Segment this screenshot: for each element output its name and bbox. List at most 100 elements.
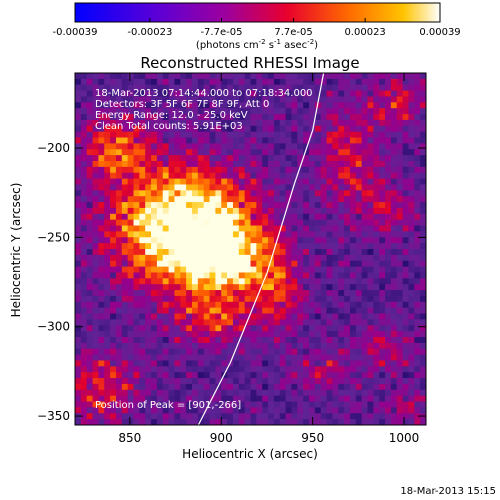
heatmap-cell xyxy=(396,372,404,379)
heatmap-cell xyxy=(373,319,380,326)
heatmap-cell xyxy=(344,266,351,274)
heatmap-cell xyxy=(115,354,123,362)
heatmap-cell xyxy=(232,143,240,150)
heatmap-cell xyxy=(133,202,140,209)
heatmap-cell xyxy=(344,237,351,244)
heatmap-cell xyxy=(104,383,111,391)
heatmap-cell xyxy=(256,307,263,315)
heatmap-cell xyxy=(297,354,304,362)
heatmap-cell xyxy=(268,90,275,98)
heatmap-cell xyxy=(373,78,380,86)
heatmap-cell xyxy=(303,301,310,309)
heatmap-cell xyxy=(291,108,298,115)
heatmap-cell xyxy=(215,290,222,297)
heatmap-cell xyxy=(98,96,105,103)
heatmap-cell xyxy=(262,419,269,425)
heatmap-cell xyxy=(110,337,117,344)
heatmap-cell xyxy=(145,166,152,174)
solar-limb-line xyxy=(197,73,325,425)
heatmap-cell xyxy=(115,266,123,274)
heatmap-cell xyxy=(379,143,386,150)
heatmap-cell xyxy=(162,301,170,309)
heatmap-cell xyxy=(145,243,152,250)
heatmap-cell xyxy=(250,202,257,209)
heatmap-cell xyxy=(408,143,415,150)
heatmap-cell xyxy=(379,243,386,250)
heatmap-cell xyxy=(285,119,293,127)
heatmap-cell xyxy=(414,119,421,127)
heatmap-cell xyxy=(174,190,181,197)
heatmap-cell xyxy=(197,102,205,109)
heatmap-cell xyxy=(332,395,339,403)
heatmap-cell xyxy=(227,231,234,238)
heatmap-cell xyxy=(121,266,129,274)
heatmap-cell xyxy=(227,325,234,332)
heatmap-cell xyxy=(291,196,298,203)
heatmap-cell xyxy=(349,225,357,232)
heatmap-cell xyxy=(238,337,246,344)
heatmap-cell xyxy=(332,401,339,408)
heatmap-cell xyxy=(92,108,99,115)
heatmap-cell xyxy=(92,401,99,408)
heatmap-cell xyxy=(215,272,222,279)
heatmap-cell xyxy=(303,401,310,408)
heatmap-cell xyxy=(326,383,333,391)
heatmap-cell xyxy=(98,378,105,385)
heatmap-cell xyxy=(168,383,176,391)
heatmap-cell xyxy=(232,383,240,391)
heatmap-cell xyxy=(115,73,123,80)
heatmap-cell xyxy=(127,319,135,326)
heatmap-cell xyxy=(373,407,380,414)
heatmap-cell xyxy=(262,360,269,367)
heatmap-cell xyxy=(385,149,392,156)
heatmap-cell xyxy=(250,383,257,391)
heatmap-cell xyxy=(197,155,205,162)
heatmap-cell xyxy=(420,295,426,303)
heatmap-cell xyxy=(92,131,99,139)
heatmap-cell xyxy=(385,301,392,309)
heatmap-cell xyxy=(197,383,205,391)
heatmap-cell xyxy=(168,184,176,191)
heatmap-cell xyxy=(379,219,386,227)
heatmap-cell xyxy=(75,202,82,209)
heatmap-cell xyxy=(379,325,386,332)
heatmap-cell xyxy=(121,207,129,215)
heatmap-cell xyxy=(92,161,99,168)
heatmap-cell xyxy=(98,348,105,356)
heatmap-cell xyxy=(121,143,129,150)
heatmap-cell xyxy=(221,78,228,86)
heatmap-cell xyxy=(256,166,263,174)
heatmap-cell xyxy=(221,225,228,232)
heatmap-cell xyxy=(414,102,421,109)
heatmap-cell xyxy=(209,290,216,297)
heatmap-cell xyxy=(326,407,333,414)
heatmap-cell xyxy=(285,213,293,221)
heatmap-cell xyxy=(203,102,211,109)
heatmap-cell xyxy=(396,249,404,256)
heatmap-cell xyxy=(326,102,333,109)
heatmap-cell xyxy=(402,284,410,291)
heatmap-cell xyxy=(168,108,176,115)
heatmap-cell xyxy=(244,366,252,373)
heatmap-cell xyxy=(192,207,199,215)
heatmap-cell xyxy=(197,366,205,373)
heatmap-cell xyxy=(344,202,351,209)
heatmap-cell xyxy=(98,249,105,256)
heatmap-cell xyxy=(285,337,293,344)
heatmap-cell xyxy=(244,155,252,162)
heatmap-cell xyxy=(186,143,193,150)
heatmap-cell xyxy=(197,260,205,268)
heatmap-cell xyxy=(203,243,211,250)
heatmap-cell xyxy=(320,207,328,215)
heatmap-cell xyxy=(338,266,345,274)
heatmap-cell xyxy=(221,90,228,98)
heatmap-cell xyxy=(279,378,287,385)
heatmap-cell xyxy=(396,137,404,144)
heatmap-cell xyxy=(396,389,404,397)
heatmap-cell xyxy=(127,119,135,127)
heatmap-cell xyxy=(238,407,246,414)
heatmap-cell xyxy=(186,149,193,156)
heatmap-cell xyxy=(174,243,181,250)
heatmap-cell xyxy=(162,137,170,144)
heatmap-cell xyxy=(367,383,374,391)
